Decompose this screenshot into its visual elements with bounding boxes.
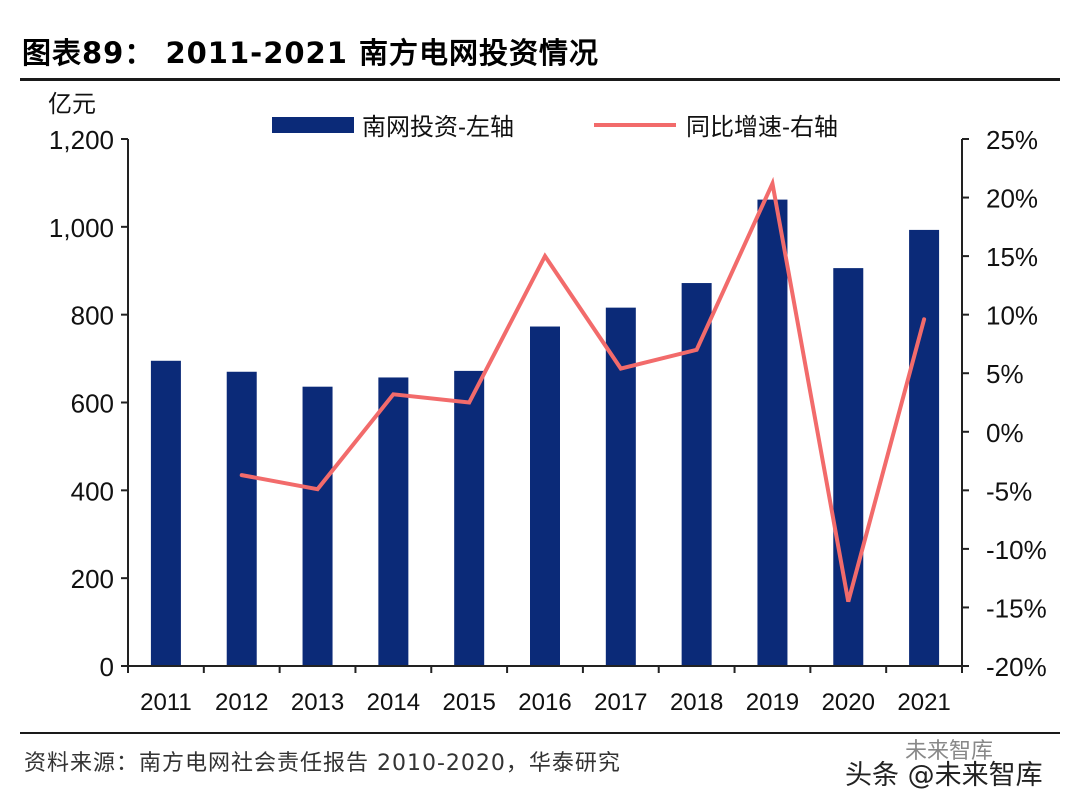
- source-note: 资料来源：南方电网社会责任报告 2010-2020，华泰研究: [24, 751, 621, 776]
- watermark-text: 头条 @未来智库: [845, 760, 1043, 791]
- bar-2019: [757, 199, 788, 667]
- legend-line-label: 同比增速-右轴: [686, 114, 838, 141]
- x-tick-label: 2014: [367, 689, 420, 716]
- right-tick-label: -10%: [986, 535, 1047, 565]
- title-divider: [20, 78, 1060, 81]
- x-tick-label: 2019: [746, 689, 799, 716]
- left-tick-label: 1,200: [49, 125, 114, 155]
- right-tick-label: 0%: [986, 418, 1024, 448]
- right-tick-label: 10%: [986, 301, 1038, 331]
- bar-2011: [150, 360, 181, 666]
- left-tick-label: 400: [71, 476, 114, 506]
- x-tick-label: 2015: [442, 689, 495, 716]
- bar-2014: [378, 377, 409, 666]
- right-tick-label: -15%: [986, 593, 1047, 623]
- x-tick-label: 2013: [291, 689, 344, 716]
- right-tick-label: 20%: [986, 184, 1038, 214]
- watermark-logo: 未来智库: [905, 739, 994, 764]
- left-tick-label: 200: [71, 564, 114, 594]
- chart-title: 图表89： 2011-2021 南方电网投资情况: [22, 36, 600, 70]
- x-tick-label: 2018: [670, 689, 723, 716]
- right-tick-label: 5%: [986, 359, 1024, 389]
- footer-divider: [20, 732, 1060, 734]
- x-tick-label: 2016: [518, 689, 571, 716]
- x-tick-label: 2021: [897, 689, 950, 716]
- right-tick-label: 25%: [986, 125, 1038, 155]
- right-tick-label: 15%: [986, 242, 1038, 272]
- bar-2021: [909, 229, 940, 666]
- legend-bar-label: 南网投资-左轴: [362, 114, 514, 141]
- left-tick-label: 800: [71, 301, 114, 331]
- bar-2017: [605, 307, 636, 666]
- bar-2012: [226, 371, 257, 666]
- chart-area: 0 200 400 600 800 1,000 1,200 亿元 -20% -15% -10% -5%…: [48, 91, 1047, 716]
- right-tick-label: -20%: [986, 652, 1047, 682]
- left-tick-label: 1,000: [49, 213, 114, 243]
- right-tick-label: -5%: [986, 476, 1032, 506]
- x-tick-label: 2020: [822, 689, 875, 716]
- left-tick-label: 0: [100, 652, 114, 682]
- bar-2013: [302, 386, 333, 666]
- bar-2020: [833, 268, 864, 666]
- left-axis-unit: 亿元: [48, 91, 96, 118]
- legend-bar-swatch: [272, 117, 354, 133]
- bar-2015: [454, 370, 485, 666]
- bar-2016: [530, 326, 560, 666]
- bar-2018: [681, 283, 712, 666]
- left-tick-label: 600: [71, 389, 114, 419]
- x-tick-label: 2017: [594, 689, 647, 716]
- x-tick-label: 2012: [215, 689, 268, 716]
- x-tick-label: 2011: [140, 689, 192, 716]
- growth-rate-line: [239, 176, 927, 603]
